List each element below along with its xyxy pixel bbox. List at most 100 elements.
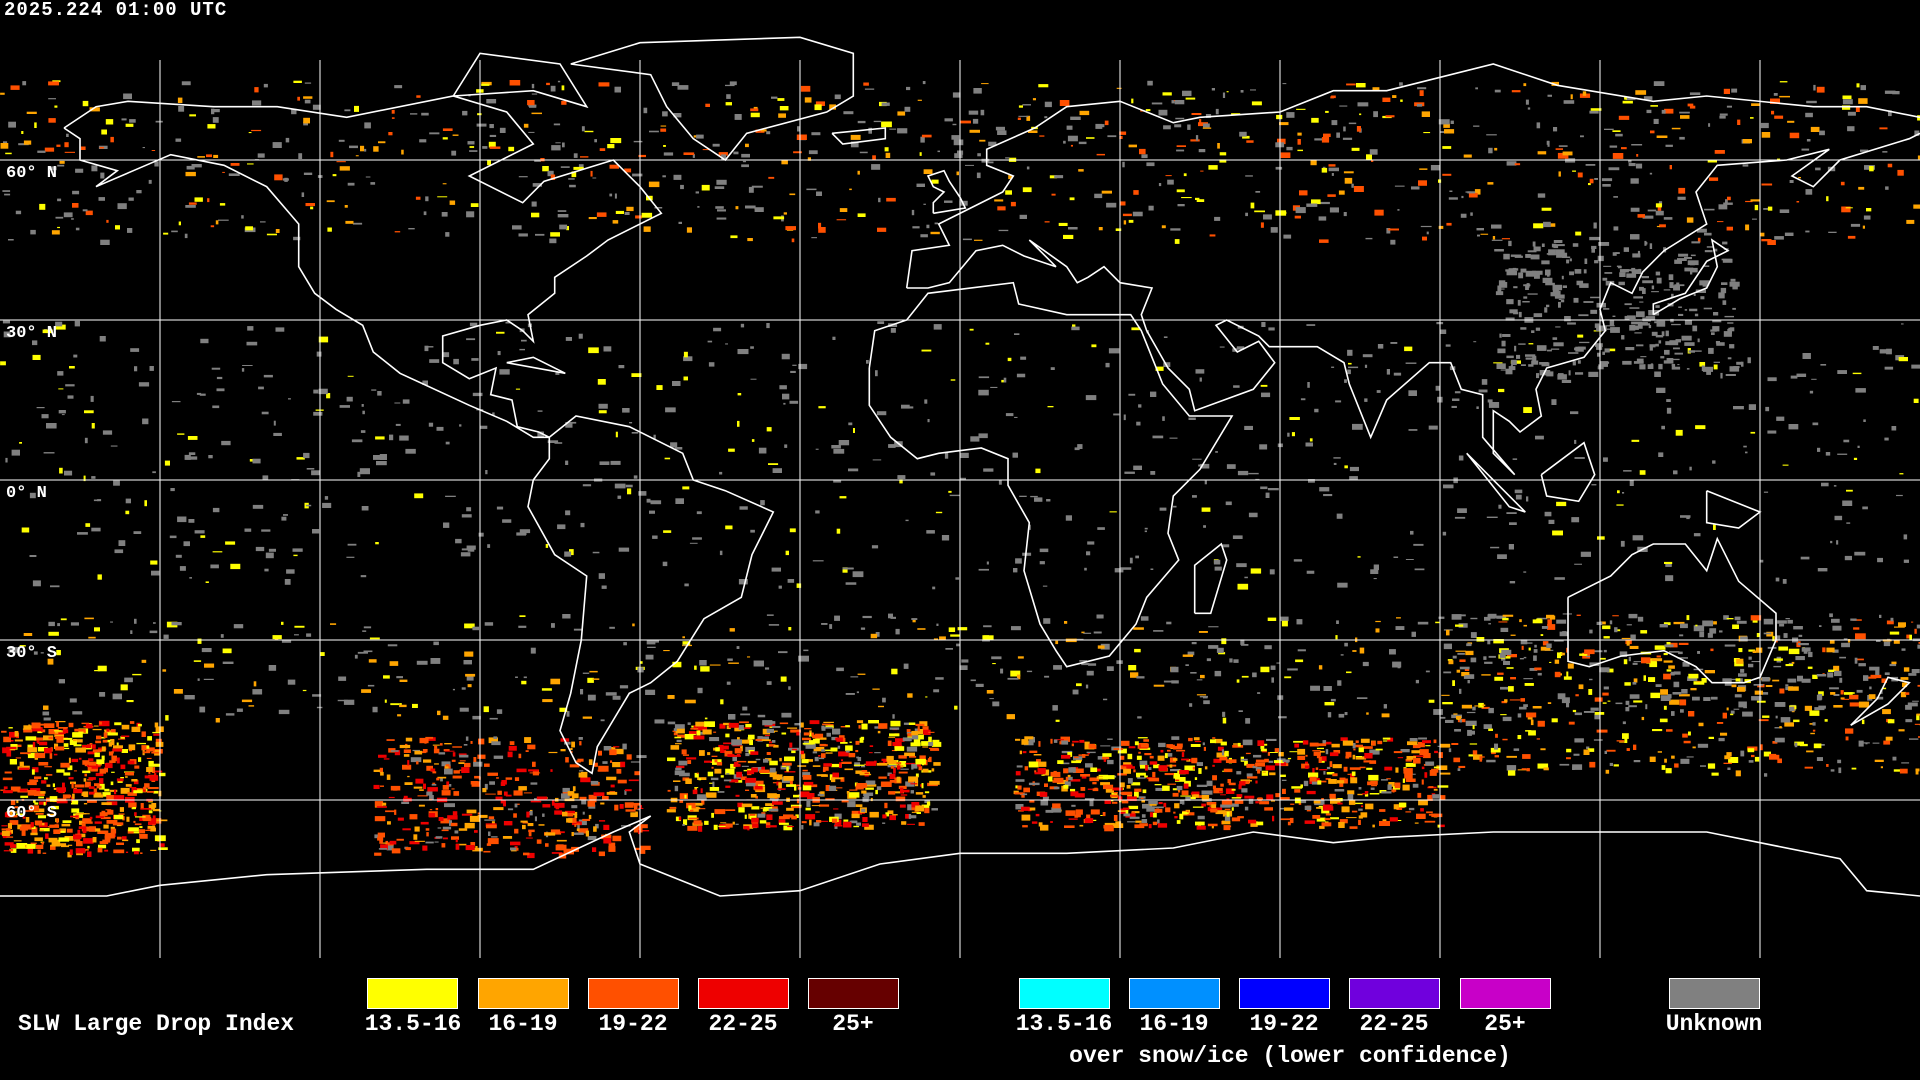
cloud-pixel <box>99 336 106 342</box>
cloud-pixel <box>1169 437 1178 439</box>
cloud-pixel <box>336 161 346 163</box>
cloud-pixel <box>916 183 925 187</box>
cloud-pixel <box>911 763 914 770</box>
cloud-pixel <box>772 782 778 784</box>
cloud-pixel <box>1305 766 1309 769</box>
cloud-pixel <box>753 660 764 667</box>
cloud-pixel <box>714 186 725 189</box>
cloud-pixel <box>1723 762 1732 764</box>
cloud-pixel <box>782 393 790 400</box>
cloud-pixel <box>1619 651 1628 657</box>
cloud-pixel <box>1016 765 1023 768</box>
cloud-pixel <box>1574 563 1582 565</box>
cloud-pixel <box>1123 807 1130 810</box>
cloud-pixel <box>1653 81 1665 86</box>
cloud-pixel <box>1348 362 1352 365</box>
cloud-pixel <box>459 760 466 762</box>
cloud-pixel <box>520 820 528 823</box>
cloud-pixel <box>294 634 299 636</box>
cloud-pixel <box>1575 372 1584 375</box>
cloud-pixel <box>53 753 58 756</box>
cloud-pixel <box>71 758 79 763</box>
cloud-pixel <box>1604 750 1607 754</box>
cloud-pixel <box>854 762 861 767</box>
cloud-pixel <box>1360 812 1368 818</box>
cloud-pixel <box>853 428 855 433</box>
cloud-pixel <box>736 646 740 649</box>
cloud-pixel <box>1190 792 1194 795</box>
cloud-pixel <box>1833 705 1843 708</box>
cloud-pixel <box>73 770 77 772</box>
cloud-pixel <box>734 748 742 754</box>
cloud-pixel <box>1114 568 1124 573</box>
cloud-pixel <box>738 807 745 813</box>
cloud-pixel <box>1523 296 1528 299</box>
cloud-pixel <box>953 139 964 146</box>
cloud-pixel <box>1359 113 1362 116</box>
cloud-pixel <box>1909 634 1912 641</box>
cloud-pixel <box>1519 706 1527 710</box>
cloud-pixel <box>1833 694 1840 696</box>
cloud-pixel <box>1214 216 1221 221</box>
cloud-pixel <box>1418 737 1427 740</box>
cloud-pixel <box>627 488 632 495</box>
cloud-pixel <box>550 769 553 772</box>
cloud-pixel <box>1484 616 1491 621</box>
cloud-pixel <box>557 210 567 212</box>
cloud-pixel <box>1346 671 1352 674</box>
cloud-pixel <box>932 586 936 590</box>
cloud-pixel <box>1011 626 1021 631</box>
cloud-pixel <box>1800 556 1810 560</box>
cloud-pixel <box>1459 688 1462 694</box>
cloud-pixel <box>1069 197 1075 201</box>
cloud-pixel <box>1905 719 1913 723</box>
cloud-pixel <box>1356 697 1368 699</box>
cloud-pixel <box>857 120 866 124</box>
cloud-pixel <box>1493 362 1503 364</box>
cloud-pixel <box>142 418 149 425</box>
cloud-pixel <box>1523 83 1527 87</box>
cloud-pixel <box>582 818 591 821</box>
cloud-pixel <box>790 729 801 733</box>
cloud-pixel <box>789 780 793 785</box>
cloud-pixel <box>1337 802 1343 805</box>
cloud-pixel <box>869 745 874 747</box>
cloud-pixel <box>809 730 812 735</box>
cloud-pixel <box>1891 661 1897 665</box>
cloud-pixel <box>1176 145 1186 147</box>
cloud-pixel <box>1478 702 1484 708</box>
cloud-pixel <box>580 522 585 528</box>
cloud-pixel <box>1453 757 1461 763</box>
cloud-pixel <box>1044 116 1048 119</box>
cloud-pixel <box>796 583 802 588</box>
cloud-pixel <box>1419 90 1424 96</box>
cloud-pixel <box>1563 100 1575 104</box>
cloud-pixel <box>599 461 610 465</box>
cloud-pixel <box>1459 719 1462 723</box>
cloud-pixel <box>849 789 858 791</box>
cloud-pixel <box>310 206 314 210</box>
cloud-pixel <box>51 805 59 810</box>
cloud-pixel <box>765 803 774 807</box>
cloud-pixel <box>970 679 976 682</box>
cloud-pixel <box>380 785 384 787</box>
cloud-pixel <box>846 791 850 794</box>
cloud-pixel <box>165 715 169 721</box>
cloud-pixel <box>106 801 118 806</box>
cloud-pixel <box>1411 750 1420 754</box>
cloud-pixel <box>1879 614 1882 618</box>
cloud-pixel <box>1537 193 1546 198</box>
cloud-pixel <box>34 752 46 759</box>
cloud-pixel <box>1127 753 1133 760</box>
cloud-pixel <box>1358 787 1362 790</box>
cloud-pixel <box>53 830 61 834</box>
cloud-pixel <box>415 778 424 784</box>
cloud-pixel <box>1146 806 1155 812</box>
cloud-pixel <box>21 527 30 533</box>
cloud-pixel <box>1817 447 1821 452</box>
cloud-pixel <box>101 746 106 752</box>
cloud-pixel <box>56 144 61 147</box>
cloud-pixel <box>592 177 597 179</box>
cloud-pixel <box>1763 618 1774 625</box>
cloud-pixel <box>219 203 226 206</box>
